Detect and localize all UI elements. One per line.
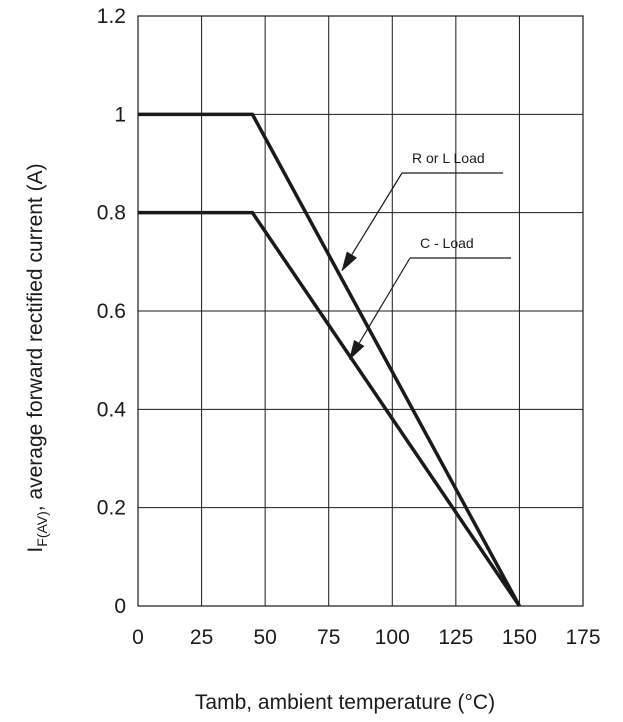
plot-frame	[137, 15, 584, 607]
x-tick-label: 150	[502, 626, 537, 649]
y-tick-label: 1.2	[97, 5, 126, 28]
y-tick-label: 1	[114, 103, 126, 126]
y-tick-label: 0.8	[97, 202, 126, 225]
y-axis-title: IF(AV), average forward rectified curren…	[24, 163, 50, 552]
x-tick-label: 125	[438, 626, 473, 649]
y-axis-title-rest: , average forward rectified current (A)	[24, 163, 47, 511]
x-tick-labels: 0 25 50 75 100 125 150 175	[132, 626, 600, 649]
series-layer	[138, 112, 521, 607]
x-axis-title: Tamb, ambient temperature (°C)	[195, 691, 495, 714]
y-axis-title-subscript: F(AV)	[34, 511, 50, 547]
x-tick-label: 175	[565, 626, 600, 649]
y-tick-label: 0	[114, 595, 126, 618]
y-tick-label: 0.4	[97, 398, 127, 421]
x-tick-label: 100	[375, 626, 410, 649]
y-tick-label: 0.6	[97, 300, 126, 323]
series-line-r-or-l-load	[138, 112, 521, 607]
x-tick-label: 50	[253, 626, 276, 649]
annotation-label: R or L Load	[412, 150, 485, 166]
annotation-label: C - Load	[420, 235, 474, 251]
y-tick-label: 0.2	[97, 497, 126, 520]
y-tick-labels: 0 0.2 0.4 0.6 0.8 1 1.2	[97, 5, 127, 618]
x-tick-label: 0	[132, 626, 144, 649]
annotation-leader	[358, 257, 411, 344]
y-axis-title-main: I	[24, 547, 47, 553]
x-tick-label: 75	[317, 626, 340, 649]
annotation-layer: R or L Load C - Load	[341, 150, 511, 361]
x-tick-label: 25	[190, 626, 213, 649]
annotation-arrowhead	[341, 251, 358, 272]
series-line-c-load	[138, 210, 521, 607]
annotation-arrowhead	[349, 339, 365, 361]
annotation-leader	[351, 172, 403, 255]
